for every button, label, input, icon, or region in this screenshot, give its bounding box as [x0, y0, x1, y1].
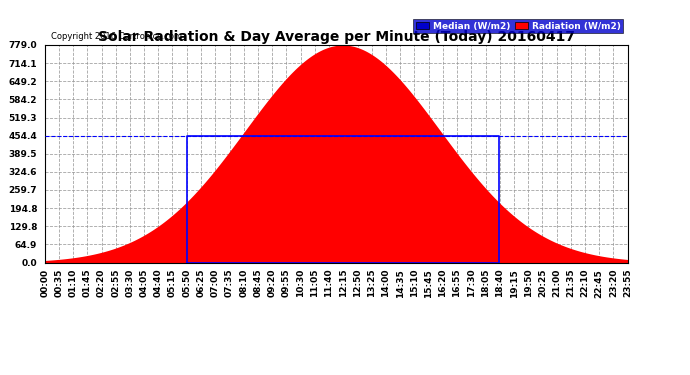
Text: Copyright 2016 Cartronics.com: Copyright 2016 Cartronics.com: [50, 32, 181, 40]
Title: Solar Radiation & Day Average per Minute (Today) 20160417: Solar Radiation & Day Average per Minute…: [98, 30, 575, 44]
Legend: Median (W/m2), Radiation (W/m2): Median (W/m2), Radiation (W/m2): [413, 19, 623, 33]
